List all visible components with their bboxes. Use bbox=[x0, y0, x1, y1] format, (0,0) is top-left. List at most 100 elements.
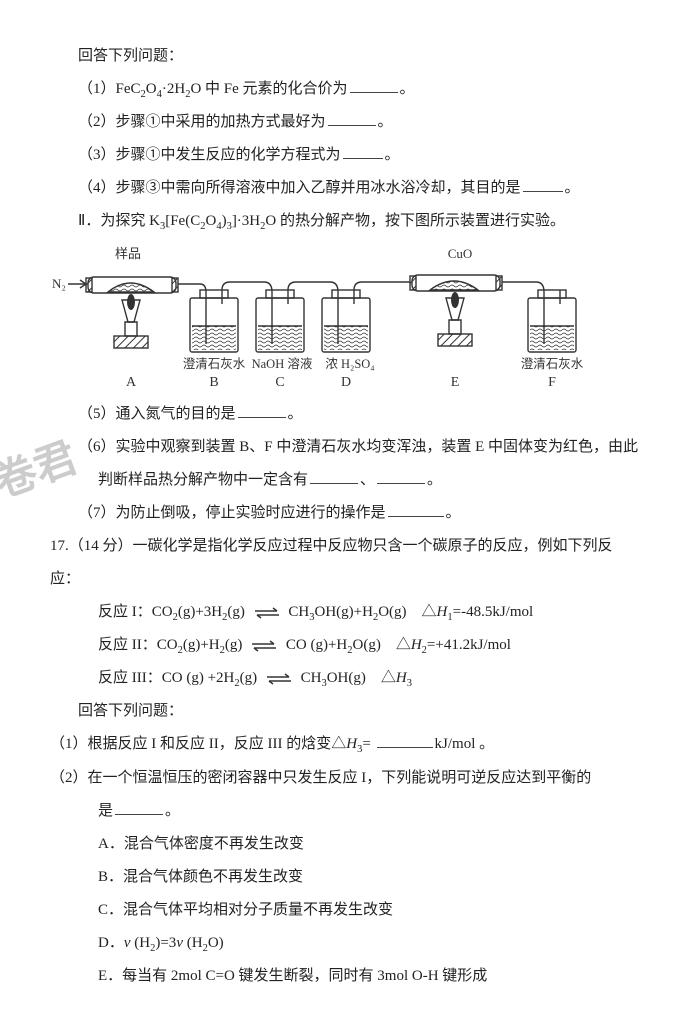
text: = bbox=[362, 736, 370, 752]
text: D． bbox=[98, 935, 124, 951]
a2-line1: （2）在一个恒温恒压的密闭容器中只发生反应 I，下列能说明可逆反应达到平衡的 bbox=[50, 762, 642, 795]
svg-text:澄清石灰水: 澄清石灰水 bbox=[183, 356, 246, 371]
a2-line2: 是。 bbox=[50, 795, 642, 828]
svg-text:E: E bbox=[451, 375, 460, 390]
svg-text:CuO: CuO bbox=[448, 246, 473, 261]
text: （1）根据反应 I 和反应 II，反应 III 的焓变△ bbox=[50, 736, 346, 752]
svg-text:澄清石灰水: 澄清石灰水 bbox=[521, 356, 584, 371]
text: CH bbox=[288, 604, 309, 620]
text: =-48.5kJ/mol bbox=[453, 604, 534, 620]
svg-text:D: D bbox=[341, 375, 351, 390]
q17: 17.（14 分）一碳化学是指化学反应过程中反应物只含一个碳原子的反应，例如下列… bbox=[50, 530, 642, 596]
text: kJ/mol 。 bbox=[435, 736, 495, 752]
answer-header-2: 回答下列问题： bbox=[50, 695, 642, 728]
svg-text:A: A bbox=[126, 375, 137, 390]
text: CO (g)+H bbox=[286, 637, 347, 653]
blank bbox=[115, 799, 163, 815]
q7: （7）为防止倒吸，停止实验时应进行的操作是 。 bbox=[50, 497, 642, 530]
text: （6）实验中观察到装置 B、F 中澄清石灰水均变浑浊，装置 E 中固体变为红色，… bbox=[78, 439, 638, 455]
text: Ⅱ．为探究 K bbox=[78, 213, 160, 229]
text: (g) bbox=[240, 670, 258, 686]
svg-text:N₂: N₂ bbox=[52, 276, 66, 291]
text: O bbox=[205, 213, 216, 229]
q6-line2: 判断样品热分解产物中一定含有 、 。 bbox=[50, 464, 642, 497]
equilibrium-icon bbox=[265, 672, 293, 686]
text: [Fe(C bbox=[165, 213, 200, 229]
text: 。 bbox=[400, 81, 415, 97]
equilibrium-icon bbox=[250, 639, 278, 653]
italic-v: ν bbox=[124, 935, 131, 951]
q2: （2）步骤①中采用的加热方式最好为 。 bbox=[50, 106, 642, 139]
q6-line1: （6）实验中观察到装置 B、F 中澄清石灰水均变浑浊，装置 E 中固体变为红色，… bbox=[50, 431, 642, 464]
svg-text:C: C bbox=[275, 375, 284, 390]
text: 。 bbox=[565, 180, 580, 196]
blank bbox=[388, 501, 444, 517]
option-E: E．每当有 2mol C=O 键发生断裂，同时有 3mol O-H 键形成 bbox=[50, 960, 642, 993]
italic-H: H bbox=[346, 736, 357, 752]
q1: （1）FeC2O4·2H2O 中 Fe 元素的化合价为。 bbox=[50, 73, 642, 106]
blank bbox=[343, 143, 383, 159]
reaction-2: 反应 II：CO2(g)+H2(g) CO (g)+H2O(g) △H2=+41… bbox=[50, 629, 642, 662]
text: O(g) △ bbox=[353, 637, 411, 653]
text: )=3 bbox=[155, 935, 176, 951]
text: OH(g)+H bbox=[314, 604, 372, 620]
text: (H bbox=[183, 935, 203, 951]
option-A: A．混合气体密度不再发生改变 bbox=[50, 828, 642, 861]
option-B: B．混合气体颜色不再发生改变 bbox=[50, 861, 642, 894]
option-D: D．ν (H2)=3ν (H2O) bbox=[50, 927, 642, 960]
q3: （3）步骤①中发生反应的化学方程式为 。 bbox=[50, 139, 642, 172]
svg-text:样品: 样品 bbox=[115, 246, 141, 261]
text: （5）通入氮气的目的是 bbox=[78, 406, 236, 422]
svg-text:NaOH 溶液: NaOH 溶液 bbox=[252, 356, 313, 371]
text: 是 bbox=[98, 803, 113, 819]
text: （2）步骤①中采用的加热方式最好为 bbox=[78, 114, 326, 130]
text: 。 bbox=[165, 803, 180, 819]
reaction-3: 反应 III：CO (g) +2H2(g) CH3OH(g) △H3 bbox=[50, 662, 642, 695]
equilibrium-icon bbox=[253, 606, 281, 620]
text: （7）为防止倒吸，停止实验时应进行的操作是 bbox=[78, 505, 386, 521]
text: 反应 I：CO bbox=[98, 604, 173, 620]
blank bbox=[350, 77, 398, 93]
text: O) bbox=[208, 935, 224, 951]
a1: （1）根据反应 I 和反应 II，反应 III 的焓变△H3= kJ/mol 。 bbox=[50, 728, 642, 761]
text: O 的热分解产物，按下图所示装置进行实验。 bbox=[265, 213, 565, 229]
text: ·2H bbox=[162, 81, 185, 97]
text: (g) bbox=[227, 604, 245, 620]
blank bbox=[377, 468, 425, 484]
option-C: C．混合气体平均相对分子质量不再发生改变 bbox=[50, 894, 642, 927]
blank bbox=[377, 732, 433, 748]
text: 、 bbox=[360, 472, 375, 488]
text: 。 bbox=[446, 505, 461, 521]
blank bbox=[238, 402, 286, 418]
section-II: Ⅱ．为探究 K3[Fe(C2O4)3]·3H2O 的热分解产物，按下图所示装置进… bbox=[50, 205, 642, 238]
italic-v: ν bbox=[176, 935, 183, 951]
q4: （4）步骤③中需向所得溶液中加入乙醇并用冰水浴冷却，其目的是。 bbox=[50, 172, 642, 205]
text: 。 bbox=[385, 147, 400, 163]
text: 。 bbox=[378, 114, 393, 130]
text: =+41.2kJ/mol bbox=[427, 637, 511, 653]
text: 反应 II：CO bbox=[98, 637, 178, 653]
svg-text:B: B bbox=[209, 375, 218, 390]
text: (g)+H bbox=[183, 637, 220, 653]
italic-H: H bbox=[396, 670, 407, 686]
text: 。 bbox=[288, 406, 303, 422]
answer-header: 回答下列问题： bbox=[50, 40, 642, 73]
svg-text:F: F bbox=[548, 375, 556, 390]
text: (H bbox=[131, 935, 151, 951]
blank bbox=[328, 110, 376, 126]
text: 反应 III：CO (g) +2H bbox=[98, 670, 234, 686]
blank bbox=[310, 468, 358, 484]
text: 。 bbox=[427, 472, 442, 488]
text: （1）FeC bbox=[78, 81, 141, 97]
blank bbox=[523, 176, 563, 192]
text: (g)+3H bbox=[178, 604, 222, 620]
text: （3）步骤①中发生反应的化学方程式为 bbox=[78, 147, 341, 163]
text: ]·3H bbox=[232, 213, 260, 229]
text: 判断样品热分解产物中一定含有 bbox=[98, 472, 308, 488]
text: O(g) △ bbox=[378, 604, 436, 620]
text: O bbox=[146, 81, 157, 97]
italic-H: H bbox=[437, 604, 448, 620]
svg-text:浓 H₂SO₄: 浓 H₂SO₄ bbox=[325, 357, 374, 371]
text: O 中 Fe 元素的化合价为 bbox=[190, 81, 347, 97]
text: OH(g) △ bbox=[327, 670, 396, 686]
